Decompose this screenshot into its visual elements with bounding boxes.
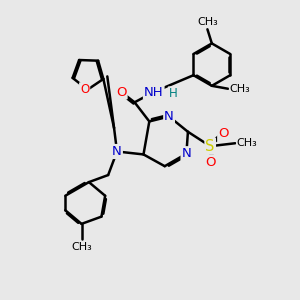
- Text: CH₃: CH₃: [197, 17, 218, 27]
- Text: CH₃: CH₃: [71, 242, 92, 251]
- Text: CH₃: CH₃: [237, 138, 257, 148]
- Text: NH: NH: [144, 85, 164, 98]
- Text: H: H: [169, 87, 177, 100]
- Text: O: O: [218, 127, 229, 140]
- Text: N: N: [112, 145, 122, 158]
- Text: O: O: [116, 85, 127, 98]
- Text: CH₃: CH₃: [230, 84, 250, 94]
- Text: O: O: [205, 156, 215, 169]
- Text: S: S: [206, 139, 215, 154]
- Text: N: N: [164, 110, 174, 123]
- Text: N: N: [182, 147, 191, 160]
- Text: O: O: [80, 83, 89, 96]
